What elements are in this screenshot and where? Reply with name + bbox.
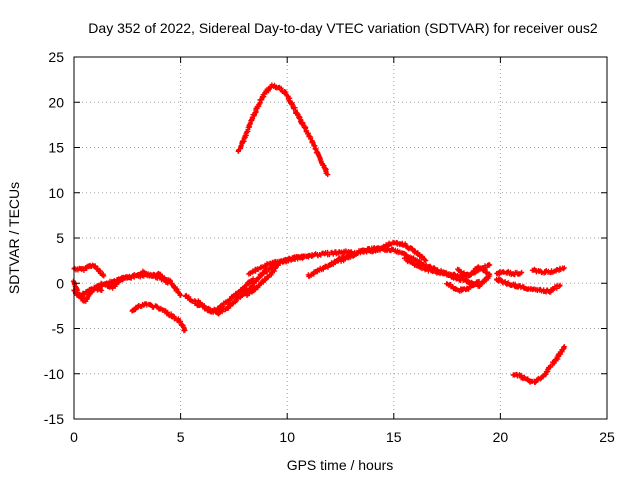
series-arc-1 — [71, 262, 107, 279]
data-points — [246, 248, 354, 277]
y-tick-label: -15 — [44, 411, 64, 427]
series-arc-10 — [244, 260, 282, 299]
x-tick-label: 10 — [279, 429, 295, 445]
x-tick-label: 25 — [599, 429, 615, 445]
data-points — [494, 276, 563, 295]
series-arc-16 — [494, 268, 525, 278]
data-points — [455, 264, 493, 280]
y-tick-label: 20 — [48, 94, 64, 110]
y-tick-label: -10 — [44, 366, 64, 382]
data-points — [235, 82, 331, 178]
y-axis-label: SDTVAR / TECUs — [6, 182, 22, 294]
x-tick-label: 5 — [177, 429, 185, 445]
y-tick-label: 10 — [48, 185, 64, 201]
data-points — [195, 253, 307, 317]
y-tick-label: 15 — [48, 140, 64, 156]
plot-frame — [73, 56, 608, 420]
chart-title: Day 352 of 2022, Sidereal Day-to-day VTE… — [88, 20, 598, 36]
series-arc-18 — [529, 265, 567, 276]
data-points — [71, 262, 107, 279]
series-arc-9 — [246, 248, 354, 277]
grid-lines — [74, 57, 607, 419]
data-points — [98, 268, 171, 291]
y-tick-label: 25 — [48, 49, 64, 65]
series-arc-17 — [494, 276, 563, 295]
x-tick-label: 0 — [70, 429, 78, 445]
data-points — [494, 268, 525, 278]
axis-ticks: 0 5 10 15 20 25 -15 -10 -5 0 5 10 15 20 25 — [44, 49, 615, 445]
series-arc-4 — [98, 268, 171, 291]
series-arc-14 — [444, 278, 482, 294]
data-points — [529, 265, 567, 276]
data-points — [510, 344, 567, 385]
series-arc-19 — [510, 344, 567, 385]
series-arc-15 — [455, 264, 493, 280]
y-tick-label: 0 — [56, 275, 64, 291]
series-arc-7 — [195, 253, 307, 317]
x-axis-label: GPS time / hours — [287, 457, 394, 473]
y-tick-label: -5 — [52, 321, 65, 337]
data-points — [244, 260, 282, 299]
y-tick-label: 5 — [56, 230, 64, 246]
series-arc-8 — [235, 82, 331, 178]
data-points — [129, 301, 188, 334]
data-points — [444, 278, 482, 294]
data-marks — [70, 82, 567, 385]
x-tick-label: 20 — [493, 429, 509, 445]
series-arc-3 — [70, 278, 105, 304]
x-tick-label: 15 — [386, 429, 402, 445]
series-arc-5 — [129, 301, 188, 334]
data-points — [70, 278, 105, 304]
